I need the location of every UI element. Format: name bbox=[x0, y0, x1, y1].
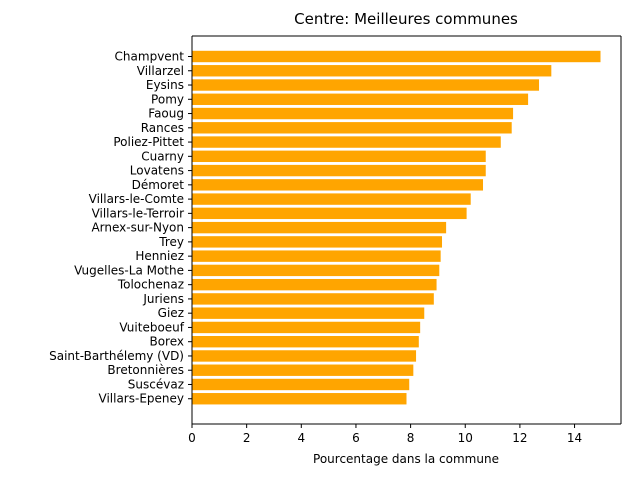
bar-6 bbox=[192, 136, 501, 148]
bar-15 bbox=[192, 264, 440, 277]
x-tick-label-1: 2 bbox=[243, 431, 251, 445]
category-label-19: Vuiteboeuf bbox=[119, 320, 184, 334]
bar-17 bbox=[192, 293, 434, 305]
x-tick-label-4: 8 bbox=[407, 431, 415, 445]
bar-7 bbox=[192, 150, 486, 163]
bar-5 bbox=[192, 122, 512, 134]
category-label-24: Villars-Epeney bbox=[99, 392, 185, 406]
chart-title: Centre: Meilleures communes bbox=[294, 10, 518, 28]
x-axis-label: Pourcentage dans la commune bbox=[313, 452, 499, 466]
category-label-23: Suscévaz bbox=[128, 377, 184, 391]
category-label-21: Saint-Barthélemy (VD) bbox=[49, 349, 184, 363]
category-label-1: Villarzel bbox=[137, 64, 184, 78]
bar-9 bbox=[192, 179, 484, 191]
bar-19 bbox=[192, 321, 421, 334]
x-axis-ticks: 0 2 4 6 8 10 12 14 bbox=[188, 424, 582, 445]
bars-group bbox=[192, 50, 601, 405]
category-label-6: Poliez-Pittet bbox=[113, 135, 184, 149]
category-label-0: Champvent bbox=[115, 50, 185, 64]
x-tick-label-0: 0 bbox=[188, 431, 196, 445]
category-labels: ChampventVillarzelEysinsPomyFaougRancesP… bbox=[49, 50, 192, 406]
bar-10 bbox=[192, 193, 471, 205]
category-label-15: Vugelles-La Mothe bbox=[74, 263, 184, 277]
x-tick-label-6: 12 bbox=[512, 431, 527, 445]
bar-8 bbox=[192, 164, 486, 177]
category-label-18: Giez bbox=[158, 306, 184, 320]
bar-2 bbox=[192, 79, 540, 91]
category-label-16: Tolochenaz bbox=[117, 278, 184, 292]
bar-4 bbox=[192, 107, 514, 120]
bar-18 bbox=[192, 307, 425, 319]
category-label-9: Démoret bbox=[132, 178, 185, 192]
bar-14 bbox=[192, 250, 441, 262]
category-label-7: Cuarny bbox=[141, 149, 184, 163]
category-label-11: Villars-le-Terroir bbox=[92, 206, 185, 220]
bar-23 bbox=[192, 378, 410, 391]
category-label-13: Trey bbox=[158, 235, 184, 249]
bar-13 bbox=[192, 236, 443, 248]
bar-12 bbox=[192, 221, 447, 234]
bar-1 bbox=[192, 65, 552, 77]
category-label-22: Bretonnières bbox=[107, 363, 184, 377]
category-label-2: Eysins bbox=[146, 78, 184, 92]
bar-16 bbox=[192, 278, 437, 291]
bar-11 bbox=[192, 207, 467, 220]
category-label-8: Lovatens bbox=[130, 164, 184, 178]
bar-24 bbox=[192, 393, 407, 405]
bar-21 bbox=[192, 350, 417, 362]
x-tick-label-3: 6 bbox=[352, 431, 360, 445]
x-tick-label-2: 4 bbox=[297, 431, 305, 445]
bar-22 bbox=[192, 364, 414, 376]
x-tick-label-5: 10 bbox=[458, 431, 473, 445]
bar-20 bbox=[192, 336, 419, 348]
category-label-10: Villars-le-Comte bbox=[89, 192, 184, 206]
category-label-5: Rances bbox=[141, 121, 184, 135]
bar-0 bbox=[192, 50, 601, 63]
category-label-17: Juriens bbox=[142, 292, 184, 306]
category-label-3: Pomy bbox=[151, 92, 184, 106]
bar-3 bbox=[192, 93, 529, 105]
category-label-12: Arnex-sur-Nyon bbox=[91, 221, 184, 235]
category-label-4: Faoug bbox=[148, 107, 184, 121]
category-label-20: Borex bbox=[149, 335, 184, 349]
x-tick-label-7: 14 bbox=[567, 431, 582, 445]
category-label-14: Henniez bbox=[135, 249, 184, 263]
